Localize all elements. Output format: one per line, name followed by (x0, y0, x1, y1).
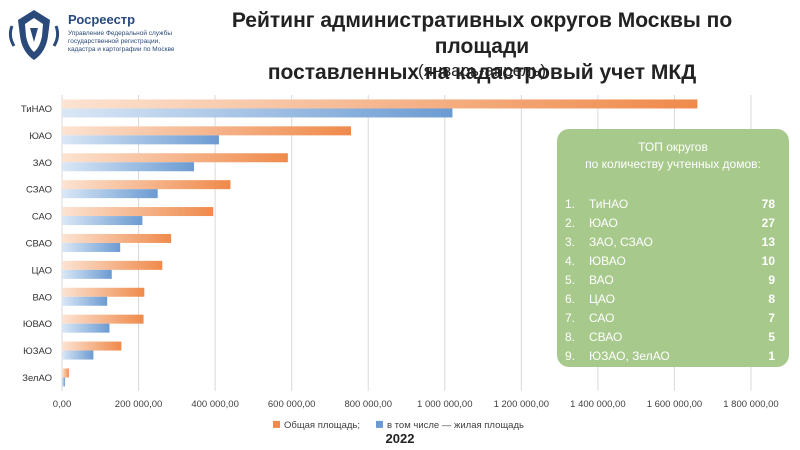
bar-living-area (62, 323, 110, 333)
top-item-count: 78 (761, 197, 775, 211)
top-list-item: 8. СВАО 5 (565, 328, 775, 347)
bar-total-area (62, 260, 163, 270)
top-item-name: ТиНАО (589, 197, 629, 211)
top-list-item: 5. ВАО 9 (565, 271, 775, 290)
x-tick-label: 600 000,00 (268, 399, 316, 410)
y-category-label: ЮВАО (23, 319, 52, 330)
y-category-label: ЮЗАО (23, 346, 52, 357)
bar-total-area (62, 368, 69, 378)
y-category-label: САО (32, 212, 52, 223)
x-tick-label: 800 000,00 (344, 399, 392, 410)
top-item-number: 1. (565, 197, 576, 211)
top-list-item: 1. ТиНАО 78 (565, 195, 775, 214)
y-category-label: ЗелАО (22, 373, 52, 384)
top-item-name: СВАО (589, 330, 623, 344)
top-item-number: 2. (565, 216, 576, 230)
top-item-number: 6. (565, 292, 576, 306)
top-list-item: 3. ЗАО, СЗАО 13 (565, 233, 775, 252)
bar-living-area (62, 135, 219, 145)
x-tick-label: 1 600 000,00 (647, 399, 702, 410)
bar-living-area (62, 242, 121, 252)
chart-subtitle: (январь-апрель) (418, 61, 546, 80)
x-tick-label: 1 400 000,00 (570, 399, 625, 410)
top-item-number: 3. (565, 235, 576, 249)
bar-total-area (62, 153, 288, 163)
bar-total-area (62, 126, 351, 136)
y-category-label: ЗАО (33, 158, 52, 169)
bar-living-area (62, 269, 112, 279)
bar-living-area (62, 377, 66, 387)
top-item-count: 10 (761, 254, 775, 268)
top-list-item: 9. ЮЗАО, ЗелАО 1 (565, 347, 775, 366)
bar-total-area (62, 287, 145, 297)
top-list-item: 6. ЦАО 8 (565, 290, 775, 309)
top-item-number: 4. (565, 254, 576, 268)
top-item-name: САО (589, 311, 615, 325)
top-item-count: 1 (768, 349, 775, 363)
bar-living-area (62, 189, 158, 199)
bar-total-area (62, 180, 231, 190)
y-category-label: ЦАО (31, 265, 52, 276)
y-category-label: ТиНАО (21, 104, 52, 115)
legend-label-living: в том числе — жилая площадь (387, 420, 524, 431)
top-item-count: 9 (768, 273, 775, 287)
top-box-title-line2: по количеству учтенных домов: (585, 157, 761, 171)
top-item-count: 8 (768, 292, 775, 306)
y-category-label: СВАО (26, 238, 52, 249)
y-category-label: СЗАО (26, 185, 52, 196)
chart-title-line2: поставленных на кадастровый учет МКД (267, 61, 697, 84)
y-category-label: ЮАО (29, 131, 52, 142)
top-item-name: ЮВАО (589, 254, 626, 268)
top-item-name: ЗАО, СЗАО (589, 235, 653, 249)
top-item-name: ЦАО (589, 292, 615, 306)
top-item-name: ВАО (589, 273, 614, 287)
top-list-item: 7. САО 7 (565, 309, 775, 328)
x-tick-label: 200 000,00 (115, 399, 163, 410)
top-item-name: ЮЗАО, ЗелАО (589, 349, 670, 363)
chart-title-line1: Рейтинг административных округов Москвы … (231, 9, 733, 58)
top-item-count: 5 (768, 330, 775, 344)
top-item-number: 9. (565, 349, 576, 363)
bar-total-area (62, 207, 214, 217)
bar-total-area (62, 314, 144, 324)
top-list-item: 2. ЮАО 27 (565, 214, 775, 233)
x-tick-label: 1 200 000,00 (494, 399, 549, 410)
legend-label-total: Общая площадь; (284, 420, 360, 431)
top-item-count: 27 (761, 216, 775, 230)
top-districts-list: 1. ТиНАО 78 2. ЮАО 27 3. ЗАО, СЗАО 13 4. ЮВАО 10 5. В… (565, 195, 775, 366)
bar-chart: 0,00 200 000,00 400 000,00 600 000,00 800 00… (21, 95, 779, 431)
bar-total-area (62, 99, 698, 109)
y-category-label: ВАО (32, 292, 52, 303)
bar-living-area (62, 350, 94, 360)
top-item-number: 8. (565, 330, 576, 344)
top-list-item: 4. ЮВАО 10 (565, 252, 775, 271)
x-tick-label: 1 800 000,00 (723, 399, 778, 410)
bar-total-area (62, 341, 122, 351)
top-item-number: 7. (565, 311, 576, 325)
x-tick-label: 0,00 (53, 399, 72, 410)
chart-title: Рейтинг административных округов Москвы … (182, 8, 782, 86)
top-box-title: ТОП округов по количеству учтенных домов… (557, 139, 789, 173)
x-tick-label: 400 000,00 (191, 399, 239, 410)
org-name: Росреестр (68, 12, 136, 27)
legend-swatch-living (376, 420, 383, 428)
bar-living-area (62, 162, 195, 172)
top-box-title-line1: ТОП округов (638, 140, 708, 154)
top-item-name: ЮАО (589, 216, 618, 230)
bar-living-area (62, 216, 143, 226)
org-subtitle: Управление Федеральной службы государств… (68, 30, 175, 53)
bar-living-area (62, 108, 453, 118)
x-tick-label: 1 000 000,00 (417, 399, 472, 410)
bar-total-area (62, 233, 172, 243)
top-item-count: 7 (768, 311, 775, 325)
bar-living-area (62, 296, 108, 306)
year-label: 2022 (385, 431, 415, 446)
rosreestr-emblem-icon (8, 10, 60, 60)
top-item-count: 13 (761, 235, 775, 249)
legend-swatch-total (273, 420, 280, 428)
top-item-number: 5. (565, 273, 576, 287)
top-districts-box: ТОП округов по количеству учтенных домов… (557, 129, 789, 367)
